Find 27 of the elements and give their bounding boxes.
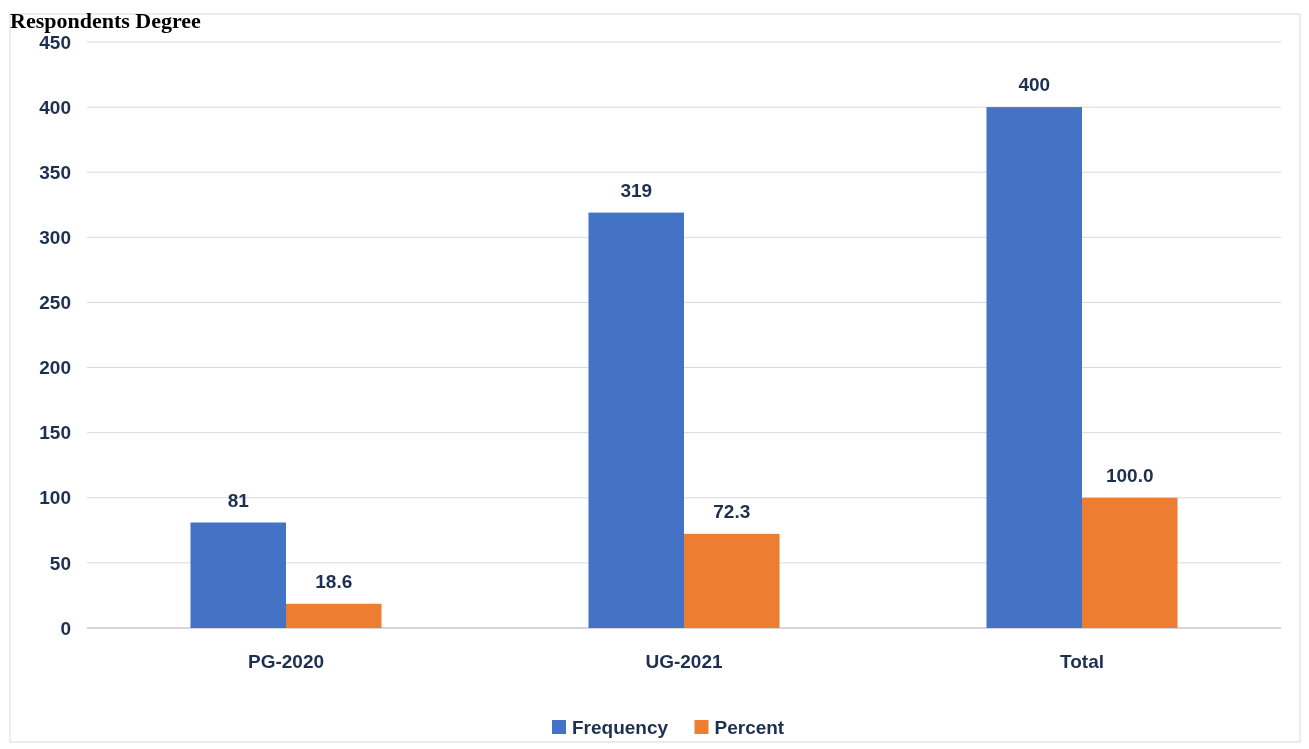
chart-title: Respondents Degree (10, 8, 202, 33)
bar (588, 212, 684, 628)
y-tick-label: 150 (39, 422, 71, 444)
y-tick-label: 300 (39, 226, 71, 248)
y-tick-label: 0 (60, 617, 71, 639)
y-tick-label: 50 (49, 552, 71, 574)
y-tick-label: 200 (39, 357, 71, 379)
data-label: 72.3 (713, 500, 751, 522)
y-tick-label: 100 (39, 487, 71, 509)
data-label: 319 (620, 179, 653, 201)
x-tick-label: PG-2020 (247, 651, 325, 672)
bar (684, 533, 780, 628)
y-tick-label: 350 (39, 161, 71, 183)
data-label: 400 (1018, 74, 1051, 96)
legend-label: Percent (714, 716, 785, 738)
y-tick-label: 250 (39, 292, 71, 314)
legend-label: Frequency (572, 716, 669, 738)
x-tick-label: Total (1060, 651, 1104, 672)
y-tick-label: 400 (39, 96, 71, 118)
x-tick-label: UG-2021 (645, 651, 723, 672)
data-label: 100.0 (1105, 464, 1154, 486)
bar (986, 107, 1082, 628)
data-label: 81 (227, 489, 250, 511)
bar (1082, 497, 1178, 628)
bar (190, 522, 286, 628)
bar (286, 603, 382, 628)
data-label: 18.6 (315, 570, 353, 592)
